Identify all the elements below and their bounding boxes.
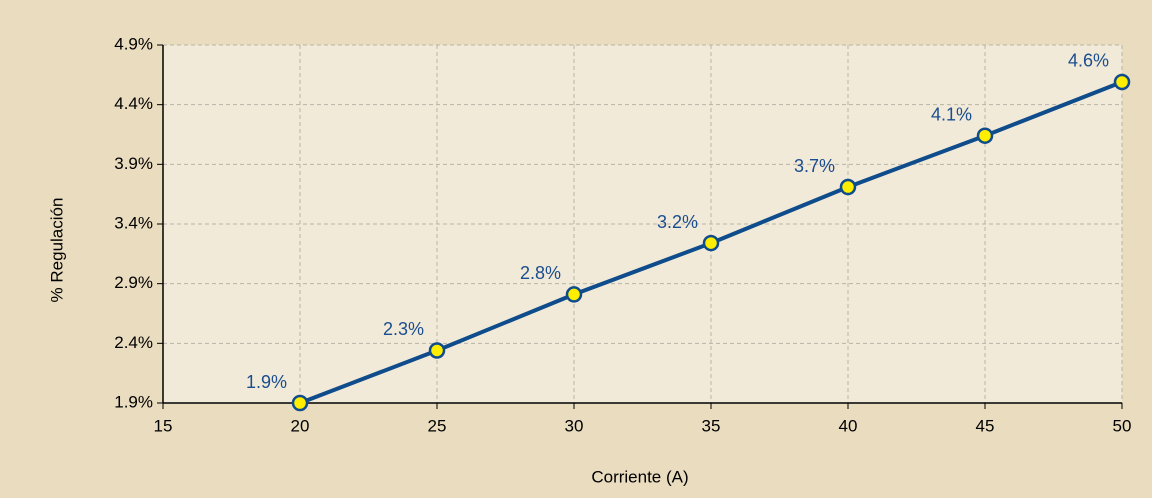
data-label: 2.3%	[383, 319, 424, 339]
x-tick-label: 40	[839, 416, 858, 435]
x-tick-label: 50	[1113, 416, 1132, 435]
data-point	[565, 286, 583, 303]
data-label: 4.1%	[931, 104, 972, 124]
data-point	[291, 394, 309, 412]
data-point	[976, 127, 994, 144]
y-tick-label: 1.9%	[114, 392, 153, 411]
x-tick-label: 35	[702, 416, 721, 435]
data-label: 4.6%	[1068, 51, 1109, 71]
y-tick-label: 2.9%	[114, 273, 153, 292]
y-tick-label: 4.4%	[114, 94, 153, 113]
data-point	[428, 342, 446, 359]
x-tick-label: 30	[565, 416, 584, 435]
data-label: 3.2%	[657, 212, 698, 232]
y-axis-label: % Regulación	[47, 198, 66, 303]
data-point	[1113, 73, 1131, 91]
y-tick-label: 3.9%	[114, 154, 153, 173]
data-point	[839, 178, 857, 196]
data-label: 2.8%	[520, 263, 561, 283]
x-tick-label: 15	[154, 416, 173, 435]
data-label: 1.9%	[246, 372, 287, 392]
x-tick-label: 25	[428, 416, 447, 435]
data-point	[702, 234, 720, 252]
data-label: 3.7%	[794, 156, 835, 176]
y-tick-label: 3.4%	[114, 213, 153, 232]
y-tick-label: 4.9%	[114, 34, 153, 53]
x-tick-label: 45	[976, 416, 995, 435]
x-axis-label: Corriente (A)	[591, 467, 688, 486]
y-tick-label: 2.4%	[114, 333, 153, 352]
x-tick-label: 20	[291, 416, 310, 435]
